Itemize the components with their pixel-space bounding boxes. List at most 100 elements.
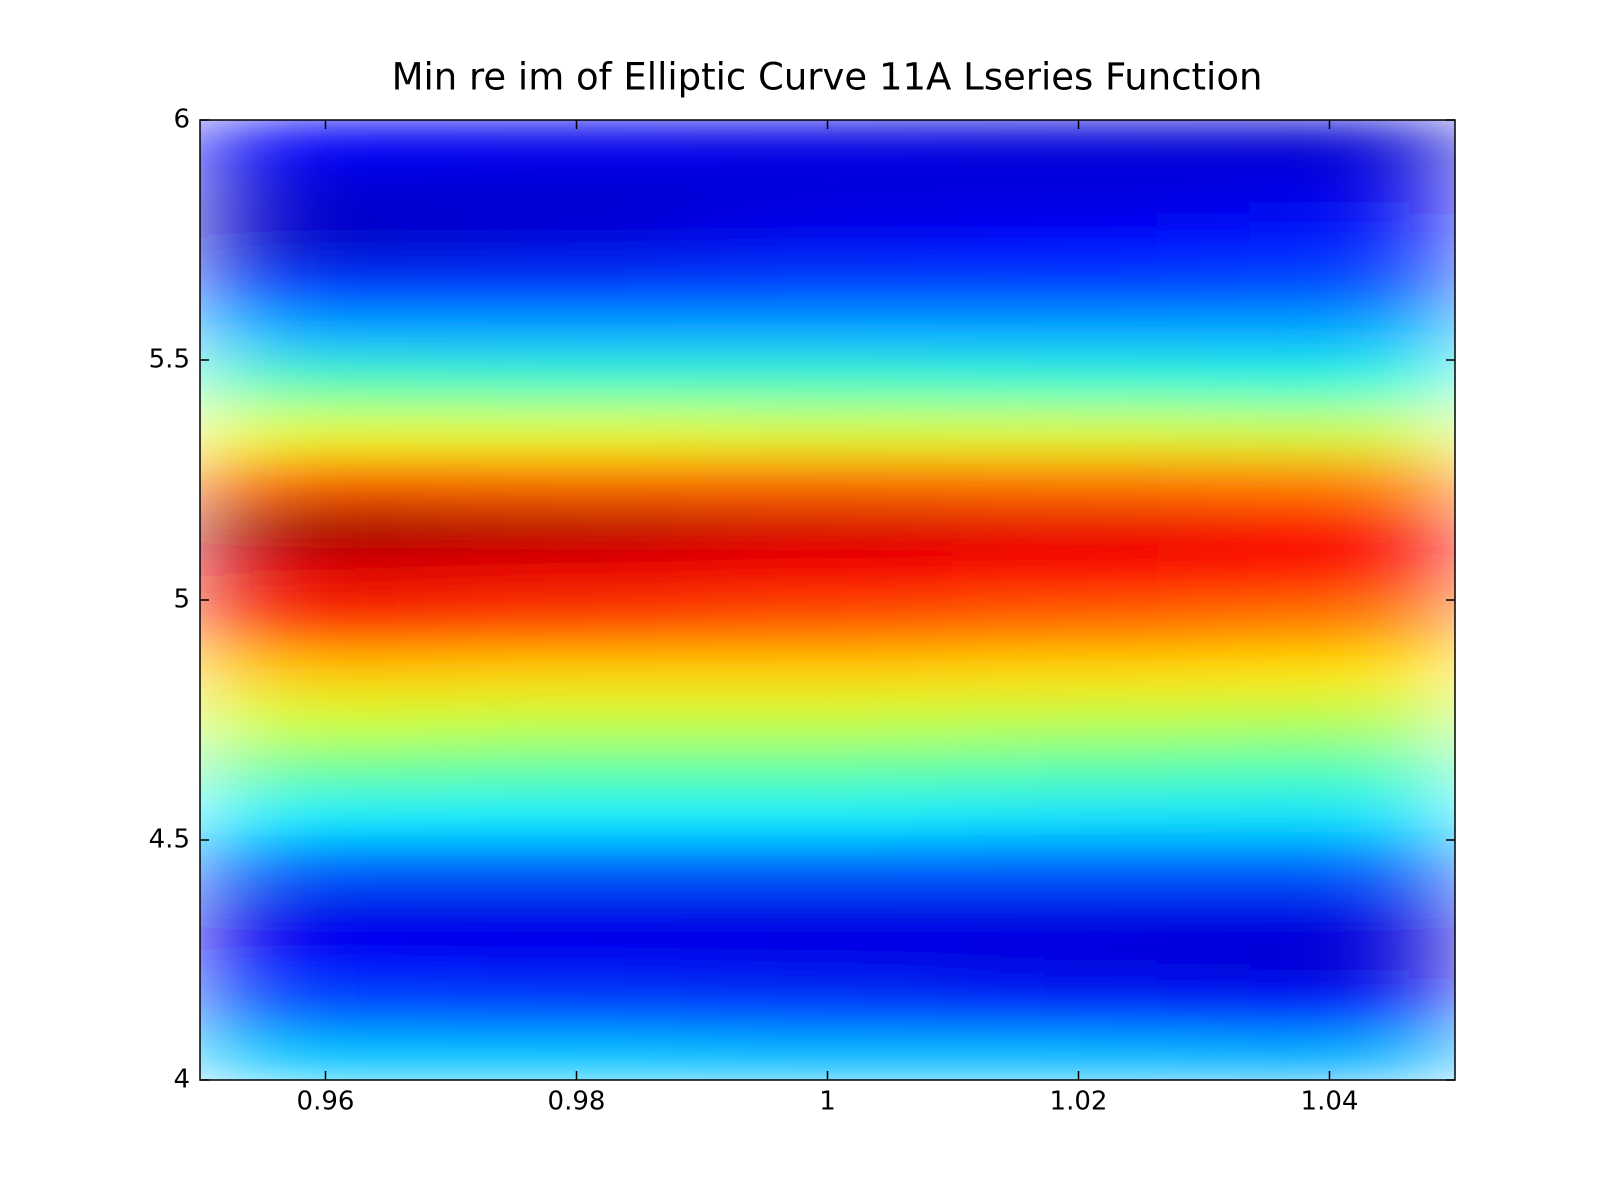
heatmap-cell bbox=[701, 599, 954, 649]
x-tick-label: 1 bbox=[819, 1087, 836, 1117]
heatmap-cells bbox=[200, 120, 1455, 1080]
heatmap-cell bbox=[450, 743, 703, 793]
y-tick-label: 4 bbox=[173, 1065, 190, 1095]
heatmap-cell bbox=[701, 791, 954, 841]
heatmap-cell bbox=[701, 935, 954, 985]
heatmap-cell bbox=[200, 551, 452, 601]
heatmap-cell bbox=[450, 455, 703, 505]
heatmap-cell bbox=[1203, 455, 1455, 505]
heatmap-cell bbox=[952, 743, 1205, 793]
heatmap-cell bbox=[952, 983, 1205, 1033]
heatmap-cell bbox=[1203, 983, 1455, 1033]
heatmap-cell bbox=[200, 167, 452, 217]
heatmap-cell bbox=[952, 887, 1205, 937]
heatmap-cell bbox=[701, 887, 954, 937]
heatmap-cell bbox=[450, 791, 703, 841]
heatmap-cell bbox=[200, 791, 452, 841]
x-tick-label: 1.04 bbox=[1301, 1087, 1359, 1117]
heatmap-cell bbox=[1203, 503, 1455, 553]
heatmap-cell bbox=[952, 791, 1205, 841]
heatmap-cell bbox=[450, 887, 703, 937]
heatmap-cell bbox=[701, 839, 954, 889]
heatmap-cell bbox=[450, 359, 703, 409]
heatmap-cell bbox=[701, 695, 954, 745]
heatmap-grid bbox=[200, 120, 1455, 1080]
heatmap-cell bbox=[450, 503, 703, 553]
heatmap-cell bbox=[450, 167, 703, 217]
x-tick-label: 0.98 bbox=[548, 1087, 606, 1117]
heatmap-cell bbox=[1203, 359, 1455, 409]
heatmap-cell bbox=[952, 935, 1205, 985]
heatmap-cell bbox=[450, 263, 703, 313]
heatmap-cell bbox=[450, 407, 703, 457]
heatmap-cell bbox=[200, 983, 452, 1033]
heatmap-cell bbox=[701, 503, 954, 553]
heatmap-cell bbox=[952, 695, 1205, 745]
heatmap-cell bbox=[1203, 167, 1455, 217]
heatmap-cell bbox=[1203, 551, 1455, 601]
heatmap-cell bbox=[701, 167, 954, 217]
heatmap-cell bbox=[200, 359, 452, 409]
heatmap-cell bbox=[952, 503, 1205, 553]
heatmap-cell bbox=[952, 455, 1205, 505]
heatmap-cell bbox=[952, 311, 1205, 361]
y-tick-label: 4.5 bbox=[149, 825, 190, 855]
heatmap-cell bbox=[450, 311, 703, 361]
heatmap-cell bbox=[701, 263, 954, 313]
heatmap-cell bbox=[450, 647, 703, 697]
y-tick-label: 5.5 bbox=[149, 345, 190, 375]
heatmap-cell bbox=[701, 983, 954, 1033]
y-tick-label: 6 bbox=[173, 105, 190, 135]
heatmap-cell bbox=[200, 215, 452, 265]
y-tick-label: 5 bbox=[173, 585, 190, 615]
heatmap-cell bbox=[1203, 263, 1455, 313]
heatmap-cell bbox=[701, 215, 954, 265]
heatmap-cell bbox=[701, 311, 954, 361]
heatmap-cell bbox=[200, 647, 452, 697]
heatmap-cell bbox=[450, 935, 703, 985]
heatmap-cell bbox=[1203, 887, 1455, 937]
heatmap-cell bbox=[952, 551, 1205, 601]
heatmap-cell bbox=[200, 839, 452, 889]
heatmap-cell bbox=[952, 359, 1205, 409]
heatmap-cell bbox=[701, 551, 954, 601]
heatmap-cell bbox=[701, 743, 954, 793]
heatmap-cell bbox=[701, 359, 954, 409]
heatmap-cell bbox=[450, 599, 703, 649]
heatmap-cell bbox=[1203, 743, 1455, 793]
heatmap-cell bbox=[701, 647, 954, 697]
heatmap-cell bbox=[1203, 695, 1455, 745]
x-tick-label: 1.02 bbox=[1050, 1087, 1108, 1117]
heatmap-cell bbox=[200, 743, 452, 793]
heatmap-cell bbox=[450, 551, 703, 601]
heatmap-cell bbox=[1203, 599, 1455, 649]
heatmap-cell bbox=[200, 503, 452, 553]
heatmap-cell bbox=[1203, 215, 1455, 265]
heatmap-cell bbox=[1203, 935, 1455, 985]
heatmap-cell bbox=[952, 407, 1205, 457]
heatmap-cell bbox=[952, 839, 1205, 889]
heatmap-cell bbox=[200, 455, 452, 505]
heatmap-cell bbox=[952, 215, 1205, 265]
heatmap-cell bbox=[1203, 407, 1455, 457]
heatmap-cell bbox=[450, 695, 703, 745]
heatmap-cell bbox=[952, 263, 1205, 313]
heatmap-cell bbox=[1203, 839, 1455, 889]
heatmap-cell bbox=[200, 311, 452, 361]
heatmap-cell bbox=[1203, 647, 1455, 697]
chart-title: Min re im of Elliptic Curve 11A Lseries … bbox=[392, 56, 1263, 99]
heatmap-cell bbox=[701, 455, 954, 505]
heatmap-cell bbox=[200, 887, 452, 937]
heatmap-cell bbox=[200, 407, 452, 457]
axes: 0.96 0.98 1 1.02 1.04 4 4.5 5 5.5 6 bbox=[149, 105, 1456, 1117]
heatmap-cell bbox=[1203, 311, 1455, 361]
heatmap-cell bbox=[952, 647, 1205, 697]
heatmap-cell bbox=[1203, 791, 1455, 841]
heatmap-cell bbox=[200, 695, 452, 745]
heatmap-cell bbox=[701, 407, 954, 457]
heatmap-cell bbox=[200, 935, 452, 985]
heatmap-cell bbox=[200, 599, 452, 649]
heatmap-cell bbox=[450, 215, 703, 265]
heatmap-cell bbox=[952, 167, 1205, 217]
